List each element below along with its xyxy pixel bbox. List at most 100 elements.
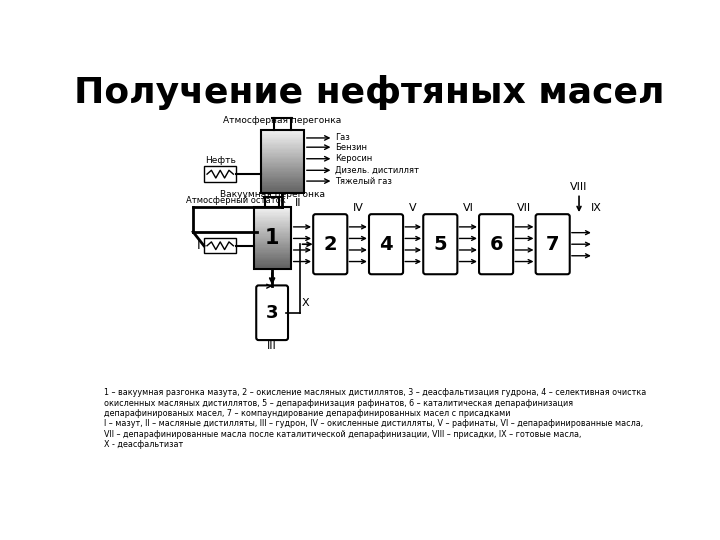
Bar xyxy=(261,140,304,141)
FancyBboxPatch shape xyxy=(256,286,288,340)
Bar xyxy=(261,185,304,187)
Bar xyxy=(253,267,291,269)
FancyBboxPatch shape xyxy=(479,214,513,274)
Bar xyxy=(253,244,291,246)
Text: III: III xyxy=(267,341,277,351)
Bar xyxy=(261,174,304,176)
Text: 5: 5 xyxy=(433,235,447,254)
Bar xyxy=(261,136,304,138)
Text: Тяжелый газ: Тяжелый газ xyxy=(335,177,392,186)
Text: VIII: VIII xyxy=(570,182,588,192)
Text: Бензин: Бензин xyxy=(335,143,367,152)
Text: IV: IV xyxy=(353,202,364,213)
Bar xyxy=(261,166,304,168)
Bar xyxy=(253,250,291,252)
Bar xyxy=(253,241,291,243)
Bar xyxy=(253,219,291,221)
Bar xyxy=(253,221,291,223)
Bar xyxy=(253,225,291,227)
Bar xyxy=(261,191,304,192)
Text: VI: VI xyxy=(463,202,474,213)
Bar xyxy=(253,210,291,211)
Bar xyxy=(253,265,291,266)
FancyBboxPatch shape xyxy=(536,214,570,274)
Text: 3: 3 xyxy=(266,303,279,322)
Bar xyxy=(253,233,291,234)
Bar xyxy=(261,189,304,191)
Bar xyxy=(261,139,304,140)
Bar xyxy=(261,143,304,144)
Bar xyxy=(253,240,291,242)
Bar xyxy=(261,176,304,177)
FancyBboxPatch shape xyxy=(313,214,347,274)
Bar xyxy=(253,208,291,210)
Bar xyxy=(253,238,291,239)
FancyBboxPatch shape xyxy=(423,214,457,274)
Bar xyxy=(261,144,304,145)
Bar xyxy=(253,235,291,237)
Text: Атмосферная перегонка: Атмосферная перегонка xyxy=(223,117,341,125)
Bar xyxy=(253,207,291,208)
Text: 7: 7 xyxy=(546,235,559,254)
Bar xyxy=(204,166,236,182)
Bar xyxy=(253,213,291,214)
Bar xyxy=(253,256,291,258)
Bar xyxy=(261,130,304,132)
Bar xyxy=(253,254,291,255)
Text: Дизель. дистиллят: Дизель. дистиллят xyxy=(335,166,419,175)
Text: II: II xyxy=(294,198,301,208)
Text: 4: 4 xyxy=(379,235,393,254)
Bar xyxy=(253,223,291,225)
Text: депарафинированых масел, 7 – компаундирование депарафинированных масел с присадк: депарафинированых масел, 7 – компаундиро… xyxy=(104,409,510,418)
Bar xyxy=(261,168,304,170)
Bar xyxy=(261,177,304,178)
Bar xyxy=(261,169,304,171)
Bar xyxy=(253,232,291,233)
Text: 1 – вакуумная разгонка мазута, 2 – окисление масляных дистиллятов, 3 – деасфальт: 1 – вакуумная разгонка мазута, 2 – окисл… xyxy=(104,388,647,397)
Bar xyxy=(261,132,304,134)
Bar xyxy=(253,264,291,265)
Bar xyxy=(253,228,291,230)
Bar xyxy=(261,131,304,133)
Bar xyxy=(253,258,291,259)
Bar xyxy=(261,179,304,181)
Bar xyxy=(253,237,291,238)
Bar xyxy=(253,266,291,268)
Bar xyxy=(261,146,304,148)
Bar xyxy=(253,246,291,248)
Text: Вакуумная перегонка: Вакуумная перегонка xyxy=(220,190,325,199)
Bar xyxy=(253,249,291,251)
Text: X - деасфальтизат: X - деасфальтизат xyxy=(104,440,183,449)
Bar xyxy=(261,173,304,174)
Bar xyxy=(261,159,304,160)
Bar xyxy=(253,214,291,216)
Text: 1: 1 xyxy=(265,228,279,248)
Bar xyxy=(261,184,304,186)
Bar xyxy=(261,158,304,159)
Bar xyxy=(253,212,291,213)
Bar xyxy=(261,164,304,166)
Bar xyxy=(253,239,291,240)
Bar xyxy=(253,262,291,264)
Text: Получение нефтяных масел: Получение нефтяных масел xyxy=(73,75,665,110)
Text: Газ: Газ xyxy=(335,133,350,143)
Text: окисленных масляных дистиллятов, 5 – депарафинизация рафинатов, 6 – каталитическ: окисленных масляных дистиллятов, 5 – деп… xyxy=(104,399,573,408)
FancyBboxPatch shape xyxy=(369,214,403,274)
Bar xyxy=(253,211,291,212)
Bar xyxy=(253,260,291,261)
Bar xyxy=(261,130,304,193)
Bar xyxy=(261,154,304,156)
Bar xyxy=(261,180,304,182)
Bar xyxy=(261,163,304,164)
Bar xyxy=(261,138,304,139)
Text: VII: VII xyxy=(518,202,531,213)
Bar xyxy=(253,242,291,244)
Text: VII – депарафинированные масла после каталитической депарафинизации, VIII – прис: VII – депарафинированные масла после кат… xyxy=(104,430,581,439)
Bar xyxy=(261,150,304,152)
Bar xyxy=(261,170,304,172)
Bar xyxy=(253,217,291,218)
Bar xyxy=(253,224,291,226)
Bar xyxy=(261,134,304,136)
Text: I – мазут, II – масляные дистилляты, III – гудрон, IV – окисленные дистилляты, V: I – мазут, II – масляные дистилляты, III… xyxy=(104,420,643,428)
Text: X: X xyxy=(301,299,309,308)
